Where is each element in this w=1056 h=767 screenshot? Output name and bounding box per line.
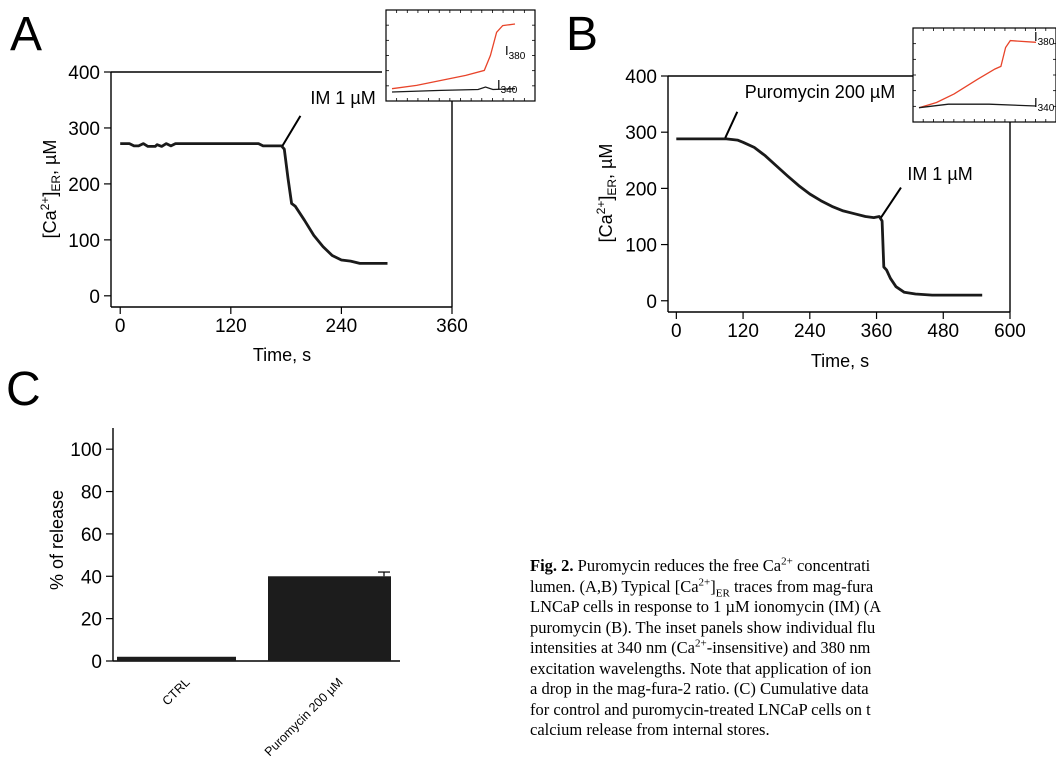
inset-label-sub: 340 (1038, 103, 1055, 114)
y-tick-label: 80 (81, 483, 102, 504)
inset-trace (918, 103, 1037, 109)
y-tick-label: 20 (81, 610, 102, 631)
y-tick-label: 0 (89, 287, 100, 308)
y-tick-label: 0 (646, 292, 657, 313)
y-title-part: [Ca (596, 213, 616, 242)
inset-trace (918, 39, 1037, 109)
annotation-pointer (724, 111, 739, 139)
caption-line-7: a drop in the mag-fura-2 ratio. (C) Cumu… (530, 679, 869, 698)
y-tick-label: 300 (625, 123, 657, 144)
inset-label-sub: 380 (1038, 37, 1055, 48)
inset-label-sub: 340 (501, 85, 518, 96)
category-label: CTRL (160, 675, 193, 708)
y-title-part: 2+ (594, 201, 608, 215)
caption-line-6: excitation wavelengths. Note that applic… (530, 658, 872, 678)
inset-label-main: I (497, 77, 501, 92)
annotation-pointer (281, 115, 302, 147)
panel-b: B 0 120 240 360 480 600 0 100 200 300 400 Time, s [Ca… (566, 8, 1056, 371)
inset-label: I340 (1034, 95, 1055, 114)
caption-line-2: lumen. (A,B) Typical [Ca2+]ER traces fro… (530, 576, 874, 599)
panel-letter: C (6, 363, 41, 416)
y-title-part: ] (40, 192, 60, 197)
bar (117, 656, 236, 661)
caption-line-1: Fig. 2. Puromycin reduces the free Ca2+ … (530, 556, 1056, 577)
inset-label-sub: 380 (509, 51, 526, 62)
x-tick-label: 120 (727, 321, 759, 342)
y-axis-title: [Ca2+]ER, µM (594, 144, 619, 243)
inset-trace (391, 23, 516, 90)
y-title-part: ] (596, 196, 616, 201)
x-axis-title: Time, s (253, 345, 311, 365)
y-axis-title: % of release (47, 490, 67, 590)
x-tick-label: 0 (115, 316, 126, 337)
x-tick-label: 240 (326, 316, 358, 337)
caption-line-8: for control and puromycin-treated LNCaP … (530, 699, 871, 719)
annotation-label: IM 1 µM (310, 88, 375, 108)
x-tick-label: 120 (215, 316, 247, 337)
inset-label-main: I (1034, 95, 1038, 110)
y-title-part: ER (605, 179, 619, 196)
x-tick-label: 480 (927, 321, 959, 342)
trace-line (676, 137, 983, 297)
y-title-part: ER (49, 175, 63, 192)
y-tick-label: 40 (81, 567, 102, 588)
figure-caption: Fig. 2. Puromycin reduces the free Ca2+ … (530, 556, 1056, 741)
y-tick-label: 400 (68, 63, 100, 84)
caption-line-9: calcium release from internal stores. (530, 720, 770, 739)
y-tick-label: 100 (625, 236, 657, 257)
trace-line (120, 142, 388, 265)
inset-label-main: I (505, 43, 509, 58)
annotation-pointer (880, 187, 902, 219)
y-tick-label: 400 (625, 67, 657, 88)
panel-letter: A (10, 8, 42, 61)
panel-a: A 0 120 240 360 0 100 200 300 400 Time, s [Ca2+]ER,… (10, 8, 536, 365)
panel-c: C 0 20 40 60 80 100 % of release CTRL Puromycin 2… (6, 363, 400, 759)
inset-label: I380 (505, 43, 526, 62)
x-axis-title: Time, s (811, 351, 869, 371)
y-tick-label: 0 (91, 652, 102, 673)
y-title-part: , µM (40, 140, 60, 175)
inset-trace (391, 86, 516, 93)
bar (268, 576, 391, 661)
annotation-label: Puromycin 200 µM (745, 82, 895, 102)
x-tick-label: 600 (994, 321, 1026, 342)
panel-letter: B (566, 8, 598, 61)
caption-fig-label: Fig. 2. (530, 556, 574, 575)
annotation-label: IM 1 µM (907, 164, 972, 184)
caption-line-5: intensities at 340 nm (Ca2+-insensitive)… (530, 637, 871, 657)
y-axis-title: [Ca2+]ER, µM (38, 140, 63, 239)
caption-text: Puromycin reduces the free Ca2+ concentr… (573, 555, 871, 575)
caption-line-3: LNCaP cells in response to 1 µM ionomyci… (530, 597, 882, 616)
x-tick-label: 360 (861, 321, 893, 342)
y-tick-label: 300 (68, 119, 100, 140)
inset-label-main: I (1034, 29, 1038, 44)
y-title-part: 2+ (38, 197, 52, 211)
caption-line-4: puromycin (B). The inset panels show ind… (530, 617, 876, 637)
y-tick-label: 60 (81, 525, 102, 546)
y-tick-label: 100 (70, 440, 102, 461)
y-title-part: , µM (596, 144, 616, 179)
inset-label: I380 (1034, 29, 1055, 48)
x-tick-label: 240 (794, 321, 826, 342)
y-tick-label: 200 (68, 175, 100, 196)
y-tick-label: 200 (625, 179, 657, 200)
x-tick-label: 360 (436, 316, 468, 337)
category-label: Puromycin 200 µM (262, 675, 346, 759)
x-tick-label: 0 (671, 321, 682, 342)
y-title-part: [Ca (40, 209, 60, 238)
y-tick-label: 100 (68, 231, 100, 252)
inset-label: I340 (497, 77, 518, 96)
